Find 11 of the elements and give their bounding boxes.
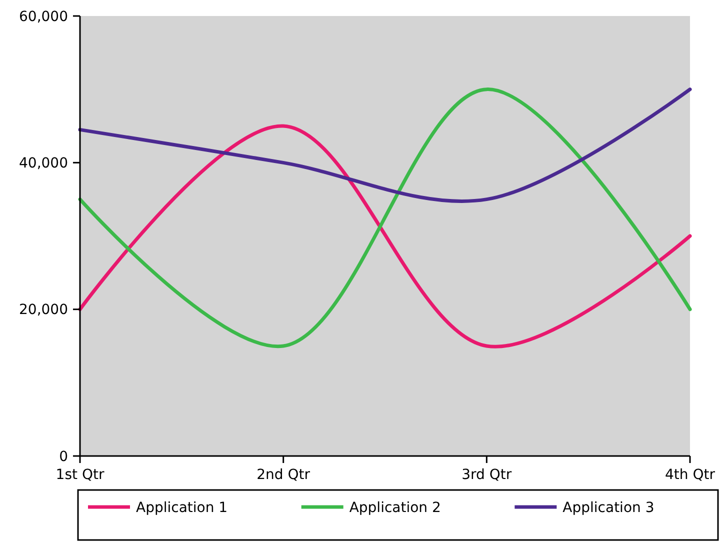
- legend-label: Application 3: [562, 500, 654, 516]
- y-tick-label: 40,000: [19, 156, 68, 172]
- x-tick-label: 4th Qtr: [665, 467, 716, 483]
- x-tick-label: 3rd Qtr: [462, 467, 512, 483]
- x-tick-label: 2nd Qtr: [256, 467, 310, 483]
- y-tick-label: 20,000: [19, 302, 68, 318]
- x-tick-label: 1st Qtr: [56, 467, 104, 483]
- legend-label: Application 1: [136, 500, 228, 516]
- y-tick-label: 0: [59, 448, 68, 465]
- y-tick-label: 60,000: [19, 8, 68, 25]
- legend-label: Application 2: [349, 500, 441, 516]
